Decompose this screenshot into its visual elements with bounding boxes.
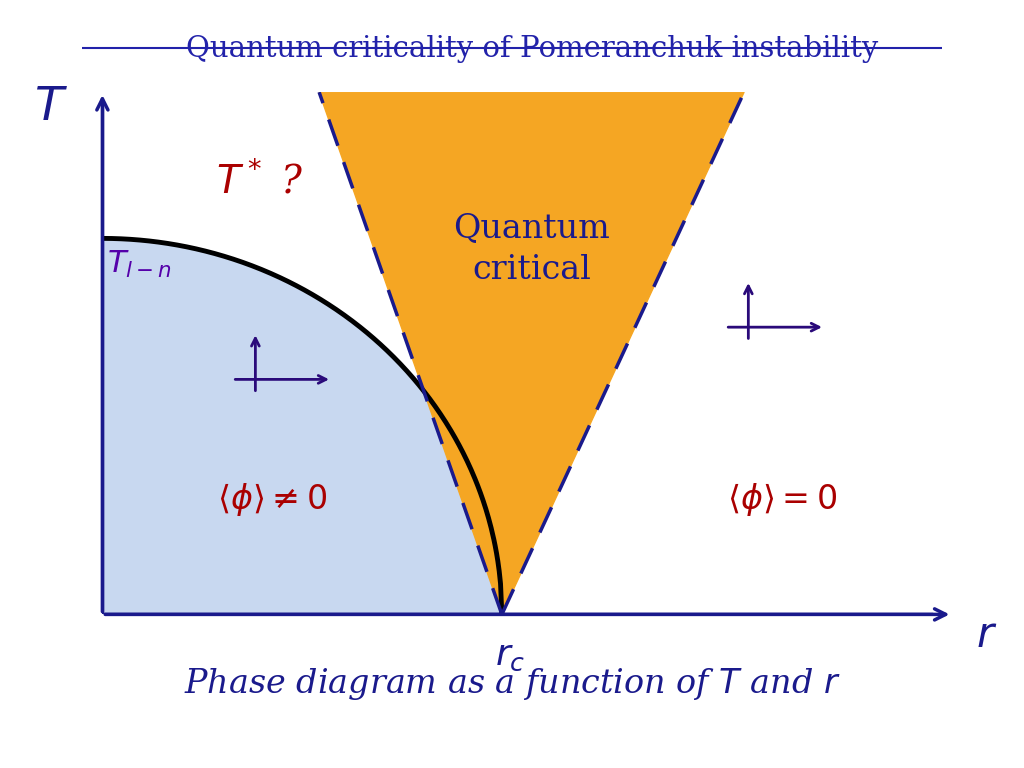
Polygon shape xyxy=(102,238,502,614)
Text: $T_{l-n}$: $T_{l-n}$ xyxy=(106,249,171,280)
Text: $\langle\phi\rangle = 0$: $\langle\phi\rangle = 0$ xyxy=(727,481,838,518)
Text: $r_c$: $r_c$ xyxy=(496,639,525,674)
Text: $T^*$ ?: $T^*$ ? xyxy=(216,161,303,200)
Text: $\langle\phi\rangle \neq 0$: $\langle\phi\rangle \neq 0$ xyxy=(217,481,328,518)
Text: Quantum criticality of Pomeranchuk instability: Quantum criticality of Pomeranchuk insta… xyxy=(186,35,879,62)
Text: Phase diagram as a function of $T$ and $r$: Phase diagram as a function of $T$ and $… xyxy=(183,666,841,701)
Text: Quantum
critical: Quantum critical xyxy=(454,212,610,286)
Polygon shape xyxy=(319,92,744,614)
Text: $T$: $T$ xyxy=(35,85,69,131)
Text: $r$: $r$ xyxy=(976,614,997,657)
